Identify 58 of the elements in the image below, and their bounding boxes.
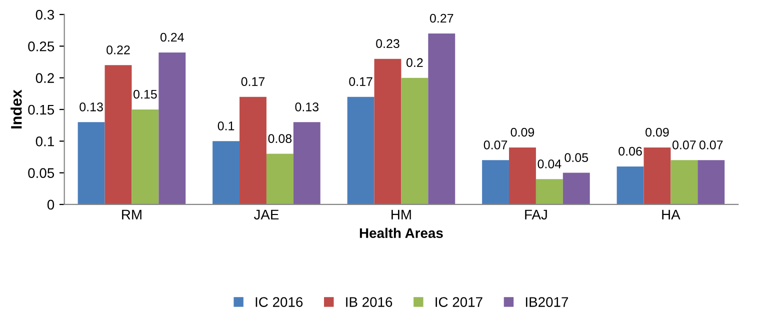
bar: [158, 52, 186, 204]
data-label: 0.13: [295, 102, 319, 112]
data-label: 0.27: [430, 14, 454, 23]
legend-label: IC 2016: [256, 297, 303, 307]
y-tick-label: 0.15: [28, 104, 54, 115]
legend-label: IC 2017: [436, 297, 482, 307]
bar: [670, 160, 698, 204]
data-label: 0.13: [80, 102, 103, 112]
y-tick-label: 0.25: [28, 41, 54, 52]
data-label: 0.17: [241, 77, 265, 86]
bar: [536, 179, 563, 204]
bar: [644, 147, 671, 204]
data-label: 0.1: [218, 121, 234, 130]
bar: [293, 122, 320, 204]
data-label: 0.24: [160, 32, 184, 42]
data-label: 0.2: [406, 58, 423, 68]
bar: [562, 172, 590, 204]
bar: [482, 160, 510, 204]
data-label: 0.22: [106, 45, 130, 54]
bar: [132, 109, 159, 204]
data-label: 0.07: [484, 140, 508, 150]
x-tick-label: HM: [392, 210, 411, 220]
bar: [616, 166, 644, 204]
x-tick-label: FAJ: [525, 210, 547, 220]
bar: [401, 78, 428, 204]
y-tick-label: 0: [47, 200, 54, 210]
legend-label: IB2017: [526, 297, 568, 307]
data-label: 0.17: [349, 77, 372, 86]
data-label: 0.15: [134, 90, 157, 99]
bar: [78, 122, 105, 204]
bar: [428, 33, 456, 204]
y-axis-title: Index: [10, 90, 22, 128]
data-label: 0.04: [538, 159, 562, 168]
x-tick-label: RM: [122, 210, 142, 220]
data-label: 0.06: [618, 146, 642, 156]
legend-label: IB 2016: [346, 297, 392, 307]
y-tick-label: 0.3: [36, 10, 54, 20]
bar: [240, 96, 266, 204]
x-tick-label: JAE: [254, 210, 279, 220]
bar: [347, 96, 374, 204]
bar: [509, 147, 536, 204]
y-tick-label: 0.1: [36, 136, 54, 146]
y-tick-label: 0.05: [28, 168, 54, 178]
y-tick-label: 0.2: [36, 73, 54, 83]
bar: [266, 154, 294, 204]
data-label: 0.07: [699, 140, 723, 150]
data-label: 0.05: [564, 153, 588, 162]
data-label: 0.07: [672, 140, 696, 150]
bar: [374, 58, 402, 204]
x-tick-label: HA: [662, 210, 680, 220]
data-label: 0.08: [268, 134, 292, 144]
bar: [104, 65, 132, 204]
data-label: 0.23: [376, 39, 400, 48]
data-label: 0.09: [510, 128, 534, 137]
data-label: 0.09: [646, 128, 669, 137]
bar: [212, 141, 240, 204]
x-axis-title: Health Areas: [360, 228, 443, 238]
bar: [698, 160, 725, 204]
